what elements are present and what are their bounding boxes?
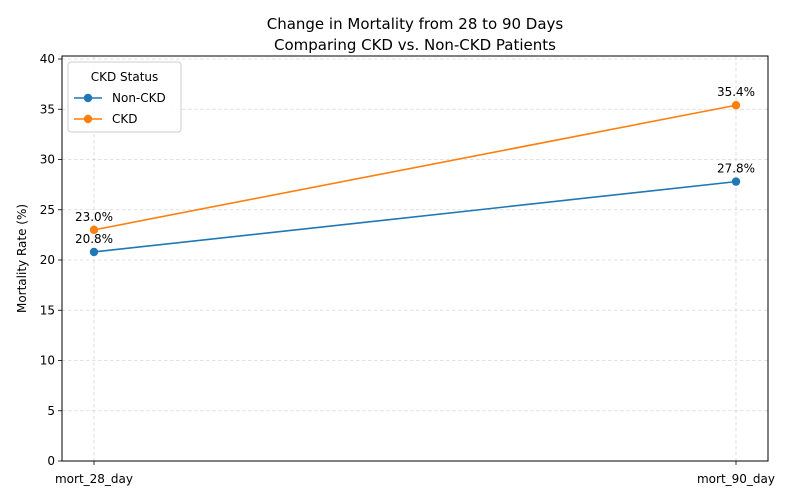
legend-box <box>67 61 182 133</box>
y-axis-label: Mortality Rate (%) <box>15 204 29 313</box>
x-tick-label: mort_28_day <box>55 472 133 486</box>
data-point-non-ckd <box>731 177 741 186</box>
data-label-ckd: 35.4% <box>717 85 755 99</box>
series-layer: 20.8% 27.8% 23.0% 35.4% <box>75 85 755 257</box>
legend-marker-non-ckd <box>83 93 93 103</box>
legend-marker-ckd <box>83 114 93 124</box>
y-tick-label: 10 <box>40 354 55 368</box>
y-tick-label: 20 <box>40 253 55 267</box>
y-tick-label: 0 <box>47 454 55 468</box>
data-label-ckd: 23.0% <box>75 210 113 224</box>
chart-title: Change in Mortality from 28 to 90 Days <box>267 15 564 33</box>
data-point-non-ckd <box>89 247 99 257</box>
y-tick-label: 30 <box>40 153 55 167</box>
data-label-non-ckd: 27.8% <box>717 162 755 176</box>
data-point-ckd <box>89 225 99 235</box>
axis-ticks: 0 5 10 15 20 25 30 35 40 mort_28_day mort_90_day <box>40 52 775 486</box>
y-tick-label: 35 <box>40 102 55 116</box>
y-tick-label: 15 <box>40 303 55 317</box>
legend-entry-non-ckd: Non-CKD <box>112 91 166 105</box>
plot-frame <box>61 55 769 462</box>
chart-subtitle: Comparing CKD vs. Non-CKD Patients <box>274 36 556 54</box>
data-point-ckd <box>731 101 741 110</box>
legend-entry-ckd: CKD <box>112 112 138 126</box>
series-line-ckd <box>93 104 737 231</box>
legend: CKD Status Non-CKD CKD <box>67 61 182 133</box>
data-label-non-ckd: 20.8% <box>75 232 113 246</box>
series-line-non-ckd <box>93 180 737 253</box>
x-tick-label: mort_90_day <box>697 472 775 486</box>
y-tick-label: 40 <box>40 52 55 66</box>
y-tick-label: 5 <box>47 404 55 418</box>
y-tick-label: 25 <box>40 203 55 217</box>
legend-title: CKD Status <box>91 70 159 84</box>
